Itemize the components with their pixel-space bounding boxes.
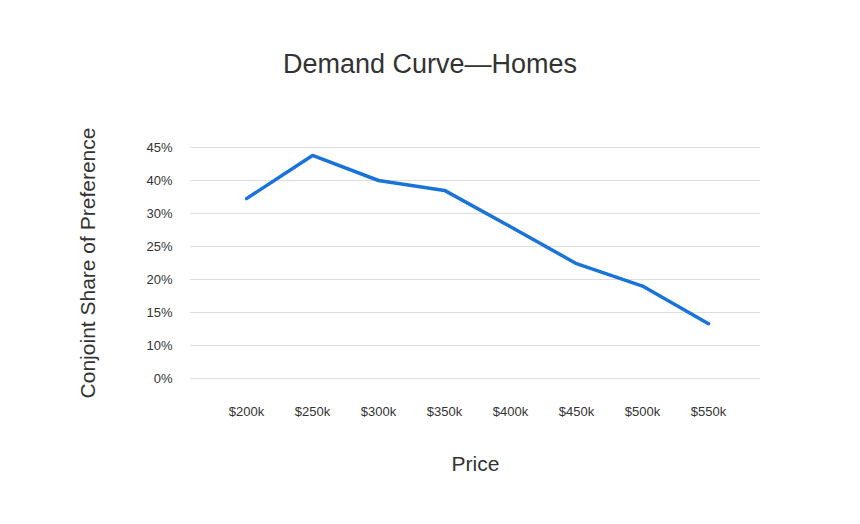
- svg-text:$450k: $450k: [559, 404, 595, 419]
- svg-text:30%: 30%: [146, 206, 172, 221]
- svg-text:Conjoint Share of Preference: Conjoint Share of Preference: [76, 128, 99, 399]
- svg-text:Price: Price: [452, 452, 500, 475]
- svg-text:$350k: $350k: [427, 404, 463, 419]
- svg-text:45%: 45%: [146, 140, 172, 155]
- svg-text:20%: 20%: [146, 272, 172, 287]
- svg-text:$550k: $550k: [691, 404, 727, 419]
- svg-text:$250k: $250k: [295, 404, 331, 419]
- svg-text:0%: 0%: [154, 371, 173, 386]
- svg-text:$400k: $400k: [493, 404, 529, 419]
- svg-text:$200k: $200k: [229, 404, 265, 419]
- svg-text:25%: 25%: [146, 239, 172, 254]
- html-text:Demand Curve—Homes: Demand Curve—Homes: [282, 49, 577, 79]
- svg-text:$300k: $300k: [361, 404, 397, 419]
- svg-text:40%: 40%: [146, 173, 172, 188]
- svg-text:15%: 15%: [146, 305, 172, 320]
- svg-text:$500k: $500k: [625, 404, 661, 419]
- svg-text:10%: 10%: [146, 338, 172, 353]
